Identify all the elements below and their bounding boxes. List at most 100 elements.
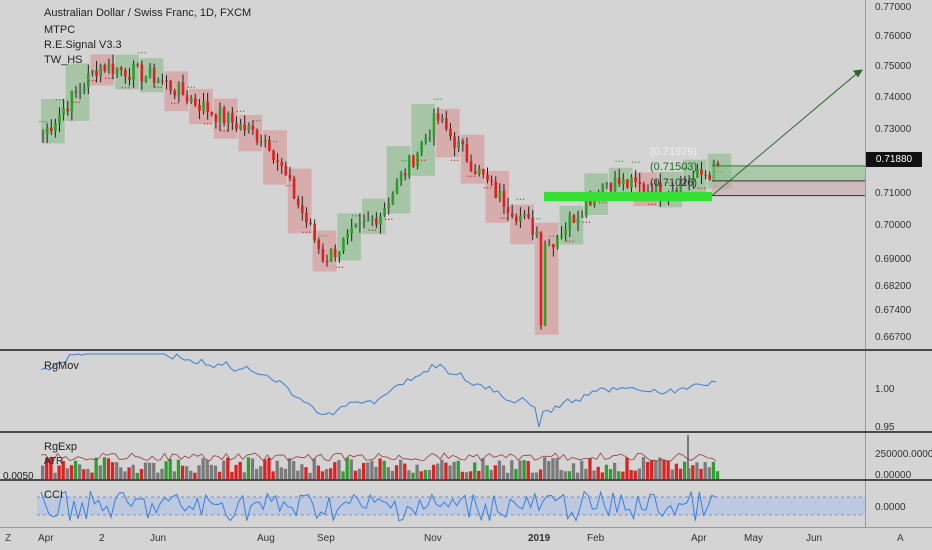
candle-body <box>136 64 140 66</box>
rgexp-bar <box>320 471 325 479</box>
candle-body <box>95 70 98 77</box>
candle-body <box>284 165 288 176</box>
rgexp-bar <box>468 471 473 479</box>
rgexp-axis[interactable]: 250000.00000 0.00000 <box>865 433 932 481</box>
rgexp-bar <box>666 460 670 479</box>
candle-body <box>403 173 407 176</box>
candle-body <box>148 67 152 77</box>
rgexp-bar <box>658 457 662 479</box>
signal-dots: • • • <box>665 181 673 187</box>
candle-body <box>395 181 399 194</box>
rgmov-chart <box>40 353 716 428</box>
rgexp-title[interactable]: RgExp <box>44 441 78 453</box>
rgexp-bar <box>69 465 74 479</box>
candle-body <box>424 137 428 142</box>
rgexp-bar <box>662 459 666 479</box>
candle-body <box>66 108 70 112</box>
candle-body <box>165 80 168 82</box>
price-panel[interactable]: • • • • • • • • • • • • • • • • • • • • • • • •… <box>37 0 865 349</box>
candle-body <box>696 169 699 178</box>
price-tick-label: 0.71000 <box>875 188 912 199</box>
candle-body <box>617 177 621 185</box>
candle-body <box>247 125 251 131</box>
rgexp-bar <box>275 460 279 479</box>
price-chart[interactable]: • • • • • • • • • • • • • • • • • • • • • • • •… <box>37 0 865 349</box>
signal-dots: • • • <box>154 85 162 91</box>
candle-body <box>268 139 271 151</box>
candle-body <box>321 248 325 261</box>
candle-body <box>185 95 189 102</box>
price-tick-label: 0.67400 <box>875 305 912 316</box>
rgexp-bar <box>197 465 201 479</box>
rgmov-panel[interactable] <box>37 351 865 431</box>
candle-body <box>621 179 625 185</box>
indicator-resignal[interactable]: R.E.Signal V3.3 <box>44 39 122 51</box>
rgexp-bar <box>119 467 123 479</box>
candle-body <box>362 221 366 223</box>
rgexp-bar <box>189 470 193 479</box>
rgexp-bar <box>213 465 218 479</box>
signal-dots: • • • <box>319 234 327 240</box>
target-zone-upper <box>712 165 865 181</box>
signal-dots: • • • <box>467 174 475 180</box>
candle-body <box>659 182 662 198</box>
pane-separator[interactable] <box>0 479 932 481</box>
candle-body <box>161 80 164 82</box>
candle-body <box>469 161 473 172</box>
rgexp-bar <box>637 468 641 479</box>
cci-title[interactable]: CCI <box>44 489 63 501</box>
rgmov-title[interactable]: RgMov <box>44 360 79 372</box>
zoom-reset-icon[interactable]: Z <box>5 533 12 544</box>
indicator-twhs[interactable]: TW_HS <box>44 54 83 66</box>
rgexp-bar <box>357 468 362 479</box>
time-label-year: 2019 <box>528 533 551 544</box>
candle-body <box>272 150 275 161</box>
rgexp-bar <box>337 460 341 479</box>
rgmov-axis[interactable]: 1.00 0.95 <box>865 351 932 433</box>
arrow-head-icon <box>853 69 863 78</box>
rgexp-bar <box>106 458 111 479</box>
candle-body <box>477 168 481 174</box>
candle-body <box>486 174 489 181</box>
signal-box <box>411 104 436 176</box>
candle-body <box>99 65 102 77</box>
rgexp-bar <box>600 472 604 479</box>
signal-dots: • • • <box>615 159 623 165</box>
candle-body <box>276 160 279 163</box>
support-zone <box>544 191 712 202</box>
rgexp-panel[interactable] <box>37 433 865 479</box>
current-price-label: 0.71880 <box>866 152 922 167</box>
indicator-mtpc[interactable]: MTPC <box>44 24 76 36</box>
candle-body <box>453 136 456 149</box>
rgexp-bar <box>361 462 366 479</box>
candle-body <box>515 216 518 222</box>
cci-axis[interactable]: 0.0000 <box>865 481 932 527</box>
time-label: Jun <box>806 533 823 544</box>
pane-separator[interactable] <box>0 431 932 433</box>
rgexp-spike <box>687 435 689 479</box>
price-axis[interactable]: 0.770000.760000.750000.740000.730000.720… <box>865 0 932 349</box>
time-label: 2 <box>99 533 105 544</box>
candle-body <box>626 179 629 188</box>
rgexp-bar <box>493 465 497 479</box>
rgexp-bar <box>98 465 102 479</box>
signal-dots: • • • <box>335 265 343 271</box>
signal-dots: • • • <box>599 200 607 206</box>
rgexp-bar <box>456 460 460 479</box>
zone-lower-label: (0.71026) <box>650 177 698 189</box>
symbol-title[interactable]: Australian Dollar / Swiss Franc, 1D, FXC… <box>44 7 252 19</box>
candle-body <box>708 175 712 180</box>
rgexp-bar <box>226 457 230 479</box>
candle-body <box>346 233 349 239</box>
pane-separator[interactable] <box>0 349 932 351</box>
cci-panel[interactable] <box>37 481 865 527</box>
rgexp-tick-zero: 0.00000 <box>875 470 912 481</box>
rgexp-bar <box>625 457 629 479</box>
candle-body <box>613 177 617 192</box>
signal-box <box>287 168 312 234</box>
auto-scale-icon[interactable]: A <box>897 533 904 544</box>
atr-title[interactable]: ATR <box>44 456 64 467</box>
candle-body <box>251 125 255 130</box>
time-label: Aug <box>257 533 275 544</box>
rgexp-bar <box>547 461 551 479</box>
